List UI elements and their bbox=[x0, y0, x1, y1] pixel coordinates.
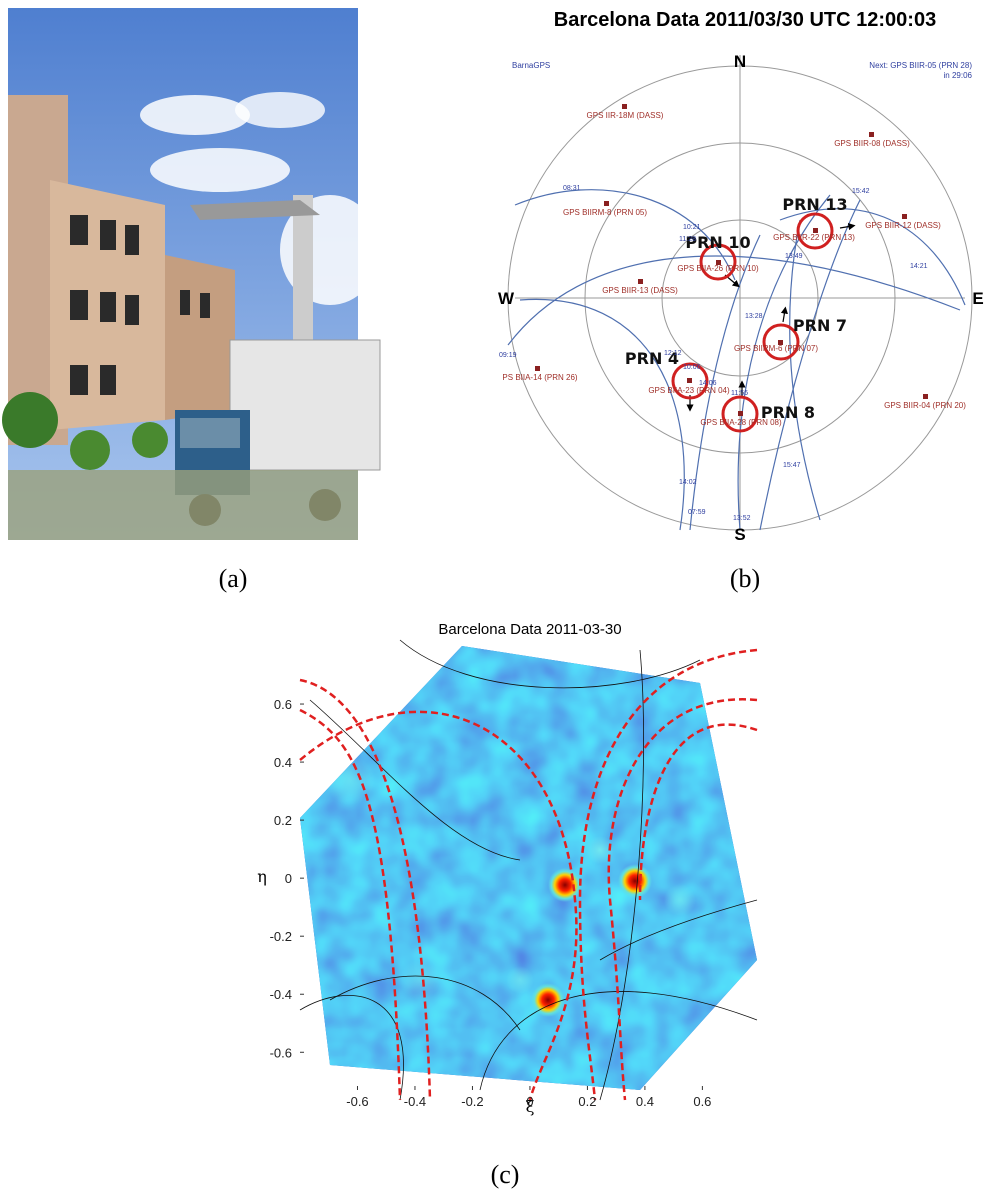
skyplot bbox=[507, 55, 973, 531]
map-image bbox=[300, 646, 757, 1090]
compass-label: S bbox=[734, 525, 745, 544]
prn-labels: PRN 13 PRN 10 PRN 7 PRN 4 PRN 8 bbox=[625, 195, 848, 422]
satellite-label: GPS BIIA-23 (PRN 04) bbox=[648, 386, 730, 395]
time-label: 13:28 bbox=[745, 313, 763, 320]
x-tick-label: -0.6 bbox=[346, 1094, 368, 1109]
prn-label: PRN 13 bbox=[782, 195, 847, 214]
y-tick-label: 0 bbox=[285, 871, 292, 886]
time-label: 14:21 bbox=[910, 263, 928, 270]
y-tick-label: -0.4 bbox=[270, 987, 292, 1002]
y-axis-label: η bbox=[257, 867, 267, 886]
prn-label: PRN 10 bbox=[685, 233, 750, 252]
photo bbox=[2, 8, 381, 540]
time-labels: 08:31 10:21 11:28 15:42 09:19 12:12 10:0… bbox=[499, 185, 928, 522]
compass-label: N bbox=[734, 52, 746, 71]
y-tick-label: 0.6 bbox=[274, 697, 292, 712]
time-label: 08:31 bbox=[563, 185, 581, 192]
time-label: 11:28 bbox=[679, 236, 696, 243]
satellite-label: GPS BIIA-28 (PRN 08) bbox=[700, 418, 782, 427]
panel-label: (a) bbox=[219, 564, 248, 593]
prn-circles bbox=[671, 212, 834, 433]
time-label: 13:52 bbox=[733, 515, 751, 522]
time-label: 14:06 bbox=[699, 380, 717, 387]
next-time: in 29:06 bbox=[944, 71, 973, 80]
prn-label: PRN 4 bbox=[625, 349, 679, 368]
x-axis-label: ξ bbox=[526, 1097, 535, 1116]
skyplot-title: Barcelona Data 2011/03/30 UTC 12:00:03 bbox=[554, 9, 936, 31]
satellite-label: GPS BIIRM-6 (PRN 07) bbox=[734, 344, 818, 353]
satellite-labels: GPS IIR-18M (DASS) GPS BIIR-08 (DASS) GP… bbox=[502, 111, 966, 427]
satellite-label: GPS BIIR-22 (PRN 13) bbox=[773, 233, 855, 242]
satellite-dots bbox=[535, 104, 928, 416]
time-label: 10:21 bbox=[683, 224, 701, 231]
x-tick-label: 0 bbox=[526, 1094, 533, 1109]
map-title: Barcelona Data 2011-03-30 bbox=[438, 621, 621, 638]
time-label: 09:19 bbox=[499, 352, 517, 359]
y-tick-label: 0.2 bbox=[274, 813, 292, 828]
source-label: BarnaGPS bbox=[512, 61, 550, 70]
time-label: 13:49 bbox=[785, 253, 803, 260]
time-label: 07:59 bbox=[688, 509, 706, 516]
time-label: 12:12 bbox=[664, 350, 682, 357]
prn-label: PRN 7 bbox=[793, 316, 847, 335]
y-tick-label: 0.4 bbox=[274, 755, 292, 770]
satellite-label: GPS BIIR-12 (DASS) bbox=[865, 221, 941, 230]
time-label: 14:02 bbox=[679, 479, 697, 486]
compass-label: W bbox=[498, 289, 515, 308]
satellite-label: GPS BIIA-26 (PRN 10) bbox=[677, 264, 759, 273]
y-tick-label: -0.2 bbox=[270, 929, 292, 944]
panel-label: (b) bbox=[730, 564, 760, 593]
satellite-label: GPS BIIRM-8 (PRN 05) bbox=[563, 208, 647, 217]
time-label: 15:42 bbox=[852, 188, 870, 195]
y-tick-label: -0.6 bbox=[270, 1045, 292, 1060]
compass-label: E bbox=[972, 289, 983, 308]
satellite-label: GPS IIR-18M (DASS) bbox=[587, 111, 664, 120]
x-tick-label: 0.6 bbox=[693, 1094, 711, 1109]
satellite-label: PS BIIA-14 (PRN 26) bbox=[502, 373, 577, 382]
satellite-label: GPS BIIR-08 (DASS) bbox=[834, 139, 910, 148]
time-label: 10:06 bbox=[683, 364, 701, 371]
time-label: 15:47 bbox=[783, 462, 801, 469]
x-tick-label: -0.4 bbox=[404, 1094, 426, 1109]
satellite-label: GPS BIIR-13 (DASS) bbox=[602, 286, 678, 295]
panel-label: (c) bbox=[491, 1160, 520, 1189]
time-label: 11:56 bbox=[731, 390, 748, 397]
x-tick-label: 0.4 bbox=[636, 1094, 654, 1109]
next-satellite: Next: GPS BIIR-05 (PRN 28) bbox=[869, 61, 972, 70]
track-curves bbox=[299, 648, 758, 1101]
prn-label: PRN 8 bbox=[761, 403, 815, 422]
satellite-label: GPS BIIR-04 (PRN 20) bbox=[884, 401, 966, 410]
x-tick-label: 0.2 bbox=[578, 1094, 596, 1109]
x-tick-label: -0.2 bbox=[461, 1094, 483, 1109]
